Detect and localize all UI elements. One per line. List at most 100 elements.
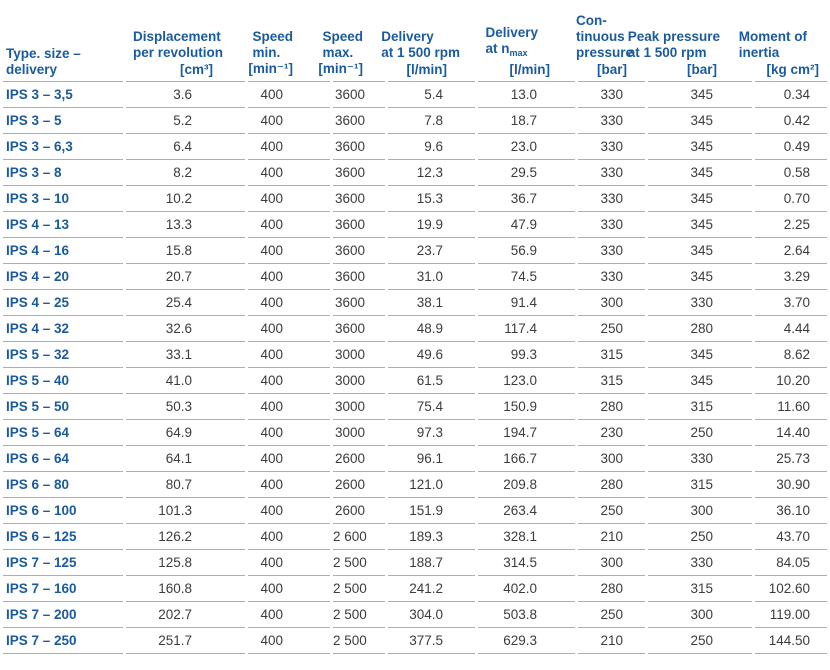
unit-text: [l/min] [509,62,551,77]
value-cell-speed_max: 2600 [333,498,385,524]
row-label: IPS 7 – 160 [3,576,123,602]
value-cell-continuous_pressure: 250 [578,498,645,524]
value-cell-displacement: 160.8 [126,576,245,602]
value-cell-displacement: 13.3 [126,212,245,238]
value-cell-delivery_1500rpm: 15.3 [388,186,475,212]
column-header-text: Moment of inertia [738,29,807,60]
row-label: IPS 5 – 32 [3,342,123,368]
row-label: IPS 6 – 80 [3,472,123,498]
value-cell-speed_min: 400 [248,186,330,212]
table-row: IPS 7 – 125 125.8 400 2 500 188.7 314.5 300 330… [3,550,827,576]
table-row: IPS 4 – 13 13.3 400 3600 19.9 47.9 330 345 2.25 [3,212,827,238]
row-label: IPS 4 – 13 [3,212,123,238]
value-cell-speed_min: 400 [248,550,330,576]
value-cell-moment_of_inertia: 11.60 [755,394,827,420]
value-cell-peak_pressure: 345 [648,238,752,264]
row-label: IPS 3 – 6,3 [3,134,123,160]
value-cell-delivery_nmax: 263.4 [478,498,575,524]
row-label: IPS 6 – 100 [3,498,123,524]
value-cell-continuous_pressure: 210 [578,628,645,654]
value-cell-displacement: 202.7 [126,602,245,628]
value-cell-delivery_1500rpm: 121.0 [388,472,475,498]
unit-label-peak_pressure: [bar] [648,62,752,82]
value-cell-speed_min: 400 [248,238,330,264]
unit-text: [min⁻¹] [248,61,293,76]
value-cell-peak_pressure: 345 [648,108,752,134]
value-cell-delivery_nmax: 194.7 [478,420,575,446]
value-cell-speed_min: 400 [248,342,330,368]
value-cell-speed_min: 400 [248,108,330,134]
value-cell-delivery_1500rpm: 12.3 [388,160,475,186]
value-cell-displacement: 126.2 [126,524,245,550]
value-cell-delivery_nmax: 503.8 [478,602,575,628]
value-cell-moment_of_inertia: 36.10 [755,498,827,524]
table-row: IPS 7 – 160 160.8 400 2 500 241.2 402.0 280 315… [3,576,827,602]
value-cell-moment_of_inertia: 119.00 [755,602,827,628]
value-cell-delivery_1500rpm: 5.4 [388,82,475,108]
value-cell-peak_pressure: 250 [648,420,752,446]
value-cell-delivery_nmax: 23.0 [478,134,575,160]
header-name-row: Type. size – delivery Displacement per revo… [3,6,827,82]
value-cell-peak_pressure: 300 [648,498,752,524]
value-cell-continuous_pressure: 330 [578,160,645,186]
unit-label-moment_of_inertia: [kg cm²] [755,62,827,82]
column-header-speed_max: Speed max. [322,6,385,62]
value-cell-delivery_1500rpm: 31.0 [388,264,475,290]
value-cell-peak_pressure: 345 [648,186,752,212]
row-label: IPS 6 – 125 [3,524,123,550]
value-cell-speed_max: 2 500 [333,576,385,602]
value-cell-delivery_nmax: 74.5 [478,264,575,290]
value-cell-speed_min: 400 [248,160,330,186]
value-cell-delivery_nmax: 56.9 [478,238,575,264]
value-cell-speed_max: 3600 [333,212,385,238]
value-cell-speed_max: 3600 [333,264,385,290]
value-cell-continuous_pressure: 210 [578,524,645,550]
column-header-delivery_nmax: Delivery at nmax [478,6,575,62]
value-cell-displacement: 25.4 [126,290,245,316]
value-cell-delivery_1500rpm: 49.6 [388,342,475,368]
row-label: IPS 7 – 250 [3,628,123,654]
value-cell-continuous_pressure: 330 [578,238,645,264]
header-unit-row: [cm³] [min⁻¹] [min⁻¹] [l/min] [l/min] [bar] [b… [3,61,827,82]
value-cell-displacement: 64.9 [126,420,245,446]
table-row: IPS 4 – 16 15.8 400 3600 23.7 56.9 330 345 2.64 [3,238,827,264]
table-row: IPS 3 – 3,5 3.6 400 3600 5.4 13.0 330 345 0.34 [3,82,827,108]
table-row: IPS 3 – 8 8.2 400 3600 12.3 29.5 330 345 0.58 [3,160,827,186]
value-cell-speed_max: 3600 [333,160,385,186]
value-cell-delivery_1500rpm: 7.8 [388,108,475,134]
column-header-text: Peak pressure at 1 500 rpm [627,29,720,60]
value-cell-speed_max: 3000 [333,342,385,368]
unit-text: [l/min] [406,62,448,77]
unit-label-displacement: [cm³] [126,62,245,82]
value-cell-peak_pressure: 330 [648,550,752,576]
value-cell-displacement: 80.7 [126,472,245,498]
value-cell-continuous_pressure: 330 [578,264,645,290]
value-cell-moment_of_inertia: 43.70 [755,524,827,550]
value-cell-displacement: 50.3 [126,394,245,420]
value-cell-peak_pressure: 250 [648,524,752,550]
value-cell-moment_of_inertia: 30.90 [755,472,827,498]
value-cell-speed_min: 400 [248,212,330,238]
value-cell-peak_pressure: 345 [648,368,752,394]
value-cell-peak_pressure: 345 [648,264,752,290]
value-cell-delivery_1500rpm: 304.0 [388,602,475,628]
value-cell-peak_pressure: 345 [648,212,752,238]
value-cell-moment_of_inertia: 4.44 [755,316,827,342]
value-cell-peak_pressure: 345 [648,342,752,368]
unit-label-speed_max: [min⁻¹] [318,61,385,82]
value-cell-delivery_1500rpm: 377.5 [388,628,475,654]
value-cell-displacement: 101.3 [126,498,245,524]
value-cell-continuous_pressure: 230 [578,420,645,446]
row-label: IPS 4 – 20 [3,264,123,290]
value-cell-peak_pressure: 330 [648,446,752,472]
value-cell-speed_max: 3600 [333,134,385,160]
column-header-continuous_pressure: Con-tinuous pressure [576,6,645,62]
table-row: IPS 3 – 10 10.2 400 3600 15.3 36.7 330 345 0.70 [3,186,827,212]
unit-label-delivery_1500rpm: [l/min] [388,62,475,82]
value-cell-peak_pressure: 250 [648,628,752,654]
table-row: IPS 6 – 80 80.7 400 2600 121.0 209.8 280 315 30.… [3,472,827,498]
value-cell-delivery_1500rpm: 189.3 [388,524,475,550]
column-header-speed_min: Speed min. [248,6,330,62]
value-cell-continuous_pressure: 300 [578,446,645,472]
unit-label-delivery_nmax: [l/min] [478,62,575,82]
